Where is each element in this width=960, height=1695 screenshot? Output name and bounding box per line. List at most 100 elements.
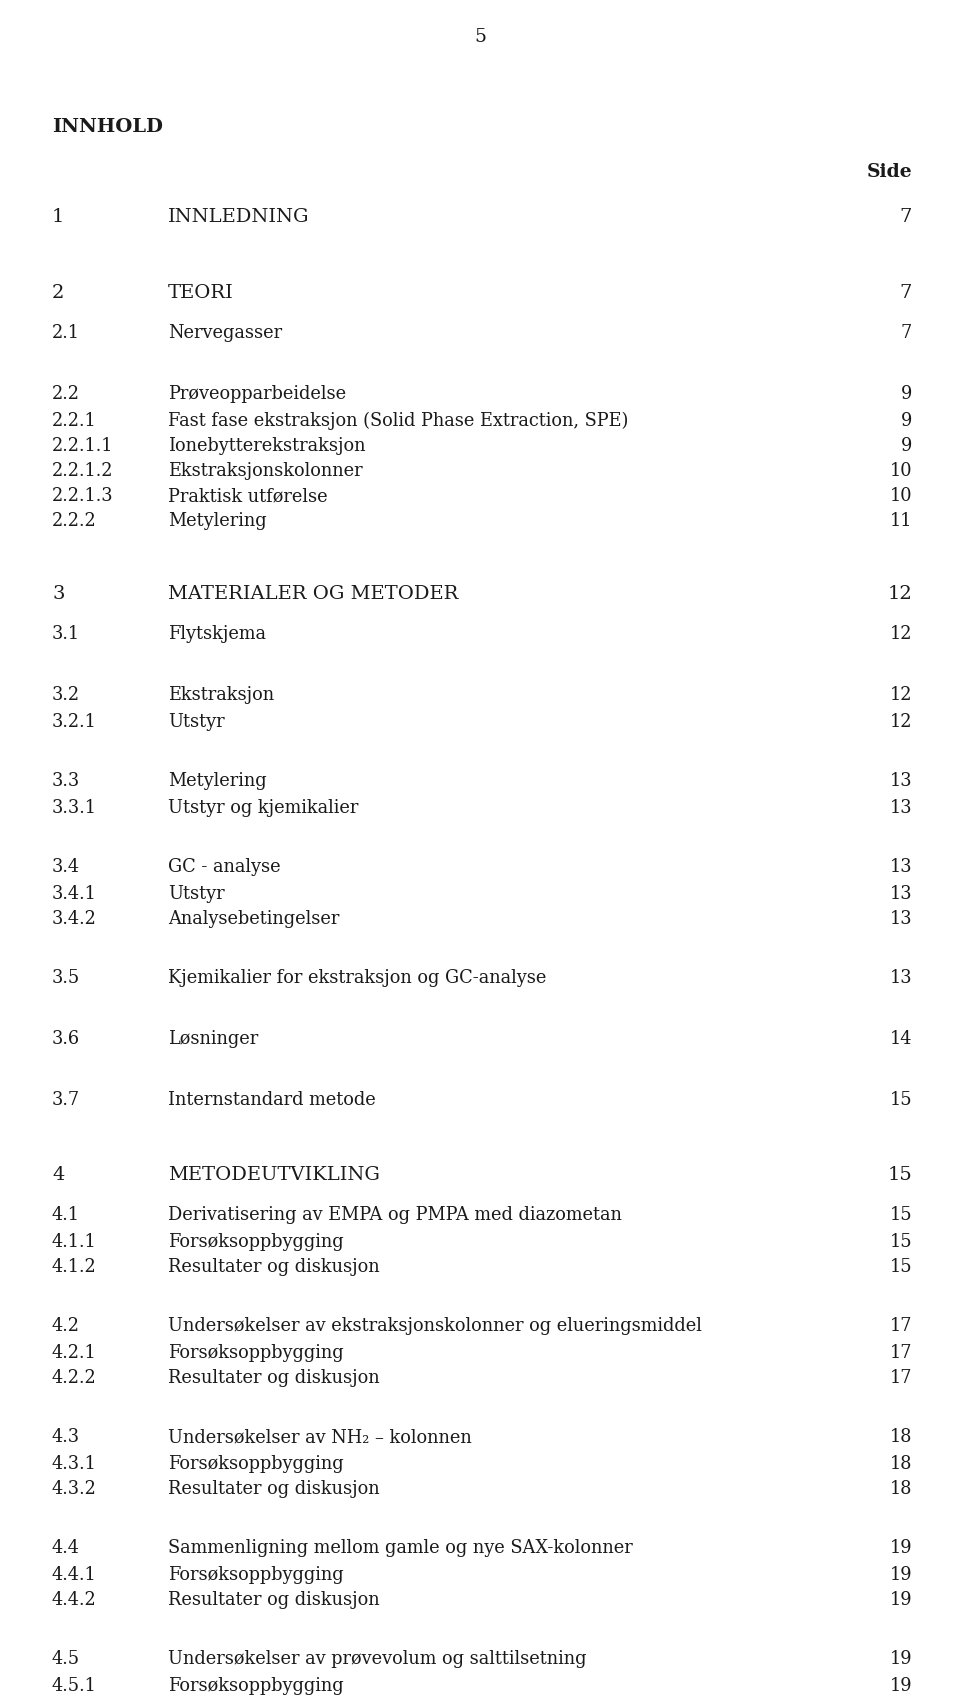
Text: 2.2: 2.2 (52, 385, 80, 403)
Text: Undersøkelser av prøvevolum og salttilsetning: Undersøkelser av prøvevolum og salttilse… (168, 1649, 587, 1668)
Text: TEORI: TEORI (168, 285, 233, 302)
Text: Flytskjema: Flytskjema (168, 625, 266, 642)
Text: 10: 10 (890, 463, 912, 480)
Text: Praktisk utførelse: Praktisk utførelse (168, 486, 327, 505)
Text: 18: 18 (890, 1480, 912, 1498)
Text: 4.4.1: 4.4.1 (52, 1566, 97, 1585)
Text: 3: 3 (52, 585, 64, 603)
Text: Resultater og diskusjon: Resultater og diskusjon (168, 1592, 379, 1609)
Text: Forsøksoppbygging: Forsøksoppbygging (168, 1454, 344, 1473)
Text: 13: 13 (889, 885, 912, 903)
Text: 17: 17 (890, 1344, 912, 1363)
Text: 3.5: 3.5 (52, 970, 81, 986)
Text: 3.1: 3.1 (52, 625, 80, 642)
Text: 13: 13 (889, 858, 912, 876)
Text: Ekstraksjon: Ekstraksjon (168, 686, 275, 703)
Text: Utstyr: Utstyr (168, 885, 225, 903)
Text: 3.6: 3.6 (52, 1031, 80, 1048)
Text: 4.5.1: 4.5.1 (52, 1676, 97, 1695)
Text: 15: 15 (887, 1166, 912, 1185)
Text: 19: 19 (889, 1539, 912, 1558)
Text: 4.3.1: 4.3.1 (52, 1454, 97, 1473)
Text: 13: 13 (889, 910, 912, 927)
Text: Forsøksoppbygging: Forsøksoppbygging (168, 1232, 344, 1251)
Text: 3.7: 3.7 (52, 1092, 80, 1109)
Text: 3.2: 3.2 (52, 686, 80, 703)
Text: Sammenligning mellom gamle og nye SAX-kolonner: Sammenligning mellom gamle og nye SAX-ko… (168, 1539, 633, 1558)
Text: Forsøksoppbygging: Forsøksoppbygging (168, 1344, 344, 1363)
Text: Resultater og diskusjon: Resultater og diskusjon (168, 1370, 379, 1387)
Text: 4.4.2: 4.4.2 (52, 1592, 97, 1609)
Text: 2.2.1.3: 2.2.1.3 (52, 486, 113, 505)
Text: 4: 4 (52, 1166, 64, 1185)
Text: 2: 2 (52, 285, 64, 302)
Text: METODEUTVIKLING: METODEUTVIKLING (168, 1166, 380, 1185)
Text: 3.3: 3.3 (52, 771, 81, 790)
Text: Undersøkelser av ekstraksjonskolonner og elueringsmiddel: Undersøkelser av ekstraksjonskolonner og… (168, 1317, 702, 1336)
Text: 15: 15 (889, 1258, 912, 1276)
Text: Resultater og diskusjon: Resultater og diskusjon (168, 1480, 379, 1498)
Text: 7: 7 (900, 324, 912, 342)
Text: 2.2.1: 2.2.1 (52, 412, 97, 431)
Text: 19: 19 (889, 1676, 912, 1695)
Text: 4.2.1: 4.2.1 (52, 1344, 97, 1363)
Text: Derivatisering av EMPA og PMPA med diazometan: Derivatisering av EMPA og PMPA med diazo… (168, 1207, 622, 1224)
Text: INNHOLD: INNHOLD (52, 119, 163, 136)
Text: 4.2: 4.2 (52, 1317, 80, 1336)
Text: 13: 13 (889, 771, 912, 790)
Text: Fast fase ekstraksjon (Solid Phase Extraction, SPE): Fast fase ekstraksjon (Solid Phase Extra… (168, 412, 629, 431)
Text: 4.3.2: 4.3.2 (52, 1480, 97, 1498)
Text: Løsninger: Løsninger (168, 1031, 258, 1048)
Text: 7: 7 (900, 285, 912, 302)
Text: Metylering: Metylering (168, 512, 267, 531)
Text: MATERIALER OG METODER: MATERIALER OG METODER (168, 585, 458, 603)
Text: 3.3.1: 3.3.1 (52, 798, 97, 817)
Text: 17: 17 (890, 1317, 912, 1336)
Text: Side: Side (866, 163, 912, 181)
Text: 9: 9 (900, 437, 912, 454)
Text: 4.1: 4.1 (52, 1207, 80, 1224)
Text: 4.1.2: 4.1.2 (52, 1258, 97, 1276)
Text: 3.4: 3.4 (52, 858, 80, 876)
Text: 3.4.1: 3.4.1 (52, 885, 97, 903)
Text: Utstyr: Utstyr (168, 714, 225, 731)
Text: Forsøksoppbygging: Forsøksoppbygging (168, 1566, 344, 1585)
Text: 9: 9 (900, 385, 912, 403)
Text: 18: 18 (890, 1427, 912, 1446)
Text: 10: 10 (890, 486, 912, 505)
Text: 17: 17 (890, 1370, 912, 1387)
Text: 14: 14 (890, 1031, 912, 1048)
Text: Prøveopparbeidelse: Prøveopparbeidelse (168, 385, 347, 403)
Text: Kjemikalier for ekstraksjon og GC-analyse: Kjemikalier for ekstraksjon og GC-analys… (168, 970, 546, 986)
Text: 4.3: 4.3 (52, 1427, 80, 1446)
Text: Undersøkelser av NH₂ – kolonnen: Undersøkelser av NH₂ – kolonnen (168, 1427, 471, 1446)
Text: 12: 12 (890, 686, 912, 703)
Text: Internstandard metode: Internstandard metode (168, 1092, 375, 1109)
Text: GC - analyse: GC - analyse (168, 858, 280, 876)
Text: 12: 12 (890, 625, 912, 642)
Text: 12: 12 (887, 585, 912, 603)
Text: 13: 13 (889, 970, 912, 986)
Text: Forsøksoppbygging: Forsøksoppbygging (168, 1676, 344, 1695)
Text: 19: 19 (889, 1566, 912, 1585)
Text: Nervegasser: Nervegasser (168, 324, 282, 342)
Text: 2.2.1.1: 2.2.1.1 (52, 437, 113, 454)
Text: 4.4: 4.4 (52, 1539, 80, 1558)
Text: 3.4.2: 3.4.2 (52, 910, 97, 927)
Text: 3.2.1: 3.2.1 (52, 714, 97, 731)
Text: 2.2.2: 2.2.2 (52, 512, 97, 531)
Text: 13: 13 (889, 798, 912, 817)
Text: 5: 5 (474, 29, 486, 46)
Text: 1: 1 (52, 208, 64, 225)
Text: 19: 19 (889, 1649, 912, 1668)
Text: 12: 12 (890, 714, 912, 731)
Text: 7: 7 (900, 208, 912, 225)
Text: Metylering: Metylering (168, 771, 267, 790)
Text: 2.2.1.2: 2.2.1.2 (52, 463, 113, 480)
Text: Utstyr og kjemikalier: Utstyr og kjemikalier (168, 798, 358, 817)
Text: Ekstraksjonskolonner: Ekstraksjonskolonner (168, 463, 363, 480)
Text: 19: 19 (889, 1592, 912, 1609)
Text: 18: 18 (890, 1454, 912, 1473)
Text: 9: 9 (900, 412, 912, 431)
Text: Ionebytterekstraksjon: Ionebytterekstraksjon (168, 437, 366, 454)
